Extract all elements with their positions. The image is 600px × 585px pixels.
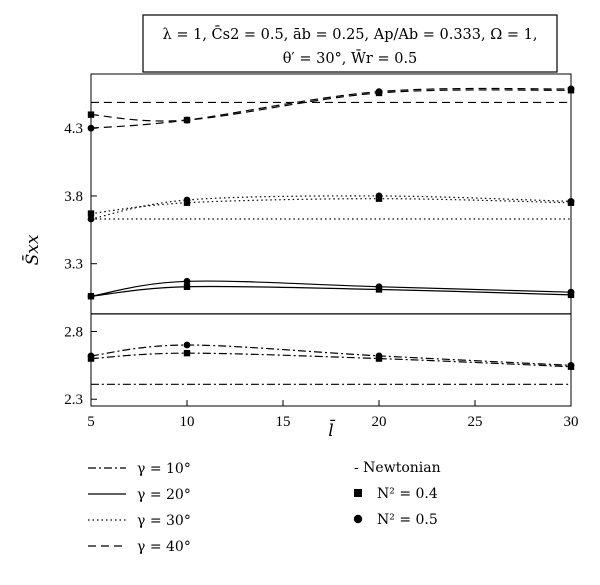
marker-circle-gamma-30-x30 — [567, 197, 575, 205]
x-axis: 5 10 15 20 25 30 — [87, 400, 579, 430]
parameter-line-2: θ′ = 30°, W̄r = 0.5 — [283, 49, 418, 67]
legend-circle-marker — [353, 514, 363, 524]
line-gamma-20-n2-0.4 — [90, 285, 572, 297]
legend: γ = 10° γ = 20° γ = 30° γ = 40° - Newtonian N… — [88, 460, 441, 555]
marker-circle-gamma-10-x10 — [183, 341, 191, 349]
parameter-line-1: λ = 1, C̄s2 = 0.5, āb = 0.25, Ap/Ab = 0.… — [163, 25, 538, 43]
series-gamma-10 — [90, 344, 572, 385]
series-gamma-20 — [90, 280, 572, 315]
legend-marker-label: N² = 0.4 — [377, 486, 438, 502]
legend-item-3: γ = 30° — [88, 513, 191, 529]
x-tick-label-30: 30 — [564, 414, 579, 430]
line-gamma-30-n2-0.5 — [90, 195, 572, 220]
y-tick-label-2.3: 2.3 — [64, 392, 83, 408]
marker-square-gamma-20-x10 — [183, 283, 191, 290]
series-layer — [90, 87, 572, 385]
line-gamma-10-n2-0.4 — [90, 352, 572, 368]
line-gamma-30-n2-0.4 — [90, 198, 572, 215]
marker-circle-gamma-40-x20 — [375, 88, 383, 96]
marker-square-gamma-40-x5 — [87, 111, 95, 118]
legend-marker-item-1: - Newtonian — [354, 460, 441, 476]
y-tick-label-3.3: 3.3 — [64, 257, 83, 273]
legend-label: γ = 20° — [137, 487, 191, 503]
line-gamma-40-n2-0.4 — [90, 89, 572, 122]
marker-square-gamma-10-x10 — [183, 349, 191, 357]
series-gamma-30 — [90, 195, 572, 220]
marker-square-gamma-30-x5 — [87, 210, 95, 217]
legend-marker-item-2: N² = 0.4 — [354, 486, 438, 502]
parameter-box-frame — [142, 14, 558, 73]
line-gamma-10-n2-0.5 — [90, 344, 572, 366]
x-tick-label-25: 25 — [468, 414, 483, 430]
line-gamma-40-n2-0.5 — [90, 87, 572, 129]
marker-circle-gamma-20-x30 — [567, 288, 575, 296]
legend-marker-label: N² = 0.5 — [377, 512, 438, 528]
marker-circle-gamma-30-x10 — [183, 196, 191, 204]
marker-circle-gamma-10-x30 — [567, 361, 575, 369]
marker-circle-gamma-20-x20 — [375, 283, 383, 291]
x-axis-label: l̄ — [328, 418, 335, 441]
marker-layer — [87, 85, 575, 370]
legend-label: γ = 40° — [137, 539, 191, 555]
series-gamma-40 — [90, 87, 572, 129]
legend-label: γ = 10° — [137, 461, 191, 477]
legend-square-marker — [354, 489, 362, 497]
legend-item-4: γ = 40° — [88, 539, 191, 555]
x-tick-label-20: 20 — [372, 414, 387, 430]
legend-label: γ = 30° — [137, 513, 191, 529]
x-tick-label-5: 5 — [87, 414, 95, 430]
plot-frame — [90, 73, 572, 407]
y-tick-label-3.8: 3.8 — [64, 189, 83, 205]
plot-area — [87, 73, 575, 407]
legend-marker-item-3: N² = 0.5 — [353, 512, 438, 528]
y-tick-label-4.3: 4.3 — [64, 121, 83, 137]
legend-item-2: γ = 20° — [88, 487, 191, 503]
marker-circle-gamma-10-x5 — [87, 352, 95, 360]
x-tick-label-10: 10 — [180, 414, 195, 430]
y-tick-label-2.8: 2.8 — [64, 324, 83, 340]
marker-circle-gamma-10-x20 — [375, 352, 383, 360]
x-tick-label-15: 15 — [276, 414, 291, 430]
legend-marker-label: - Newtonian — [354, 460, 441, 476]
marker-circle-gamma-40-x30 — [567, 85, 575, 93]
y-axis-label: S̄xx — [21, 234, 43, 265]
marker-circle-gamma-30-x20 — [375, 192, 383, 200]
legend-item-1: γ = 10° — [88, 461, 191, 477]
y-axis: 2.3 2.8 3.3 3.8 4.3 — [64, 121, 97, 408]
marker-circle-gamma-20-x5 — [87, 292, 95, 300]
parameter-box: λ = 1, C̄s2 = 0.5, āb = 0.25, Ap/Ab = 0.… — [142, 14, 558, 73]
line-gamma-20-n2-0.5 — [90, 280, 572, 297]
marker-circle-gamma-40-x10 — [183, 116, 191, 124]
marker-circle-gamma-20-x10 — [183, 277, 191, 285]
marker-circle-gamma-30-x5 — [87, 215, 95, 223]
